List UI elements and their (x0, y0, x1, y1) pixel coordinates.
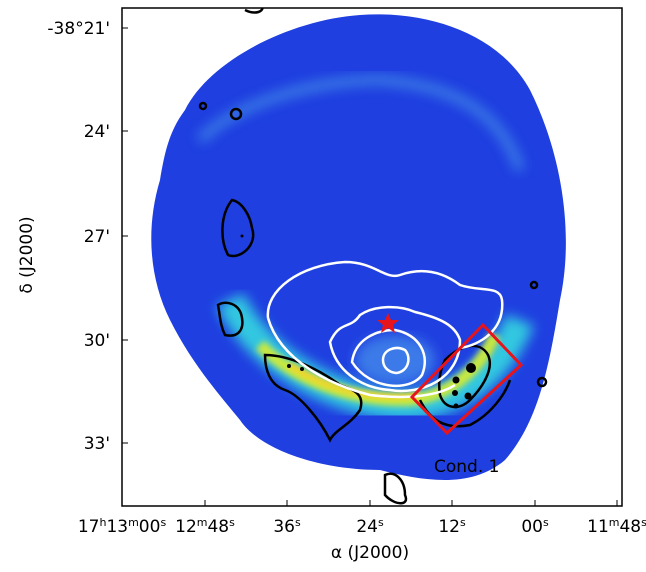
x-tick-label: 17h13m00s (78, 516, 167, 537)
x-tick-label-part: 12 (438, 517, 460, 537)
contours-white (266, 260, 504, 399)
sky-image (151, 8, 566, 505)
x-tick-label-part: 48 (207, 517, 229, 537)
x-tick-label-part: h (99, 516, 106, 529)
region-box (409, 322, 524, 436)
y-tick-label: 27' (84, 227, 110, 247)
y-tick-label: -38°21' (47, 19, 110, 39)
x-tick-label-part: 13 (106, 517, 128, 537)
star-marker (377, 313, 399, 333)
y-tick-label: 30' (84, 331, 110, 351)
x-tick-label: 00s (521, 516, 549, 537)
x-tick-label-part: 36 (273, 517, 295, 537)
x-tick-label-part: s (641, 516, 646, 529)
x-tick-label-part: m (609, 516, 620, 529)
x-tick-label-part: 12 (175, 517, 197, 537)
x-tick-label: 12s (438, 516, 466, 537)
ticks: 17h13m00s 12m48s 36s 24s 12s 00s 11m48s-38°21'… (47, 19, 646, 537)
x-axis-label: α (J2000) (331, 543, 409, 563)
x-tick-label: 24s (356, 516, 384, 537)
x-tick-label: 11m48s (587, 516, 646, 537)
x-tick-label-part: s (229, 516, 235, 529)
x-tick-label-part: 11 (587, 517, 609, 537)
y-tick-label: 33' (84, 434, 110, 454)
x-tick-label: 36s (273, 516, 301, 537)
x-tick-label-part: 17 (78, 517, 100, 537)
sources (240, 234, 476, 409)
contours-black (198, 8, 548, 505)
x-tick-label-part: s (378, 516, 384, 529)
annotation: Cond. 1 (434, 457, 499, 477)
x-tick-label-part: 24 (356, 517, 378, 537)
x-tick-label-part: s (160, 516, 166, 529)
y-tick-label: 24' (84, 122, 110, 142)
x-tick-label-part: s (543, 516, 549, 529)
x-tick-label-part: s (460, 516, 466, 529)
axes-frame (121, 7, 623, 507)
x-tick-label: 12m48s (175, 516, 235, 537)
x-tick-label-part: 00 (521, 517, 543, 537)
x-tick-label-part: s (295, 516, 301, 529)
x-tick-label-part: 00 (139, 517, 161, 537)
x-tick-label-part: m (197, 516, 208, 529)
x-tick-label-part: 48 (619, 517, 641, 537)
x-tick-label-part: m (128, 516, 139, 529)
nebula (151, 14, 566, 480)
y-axis-label: δ (J2000) (17, 216, 37, 293)
